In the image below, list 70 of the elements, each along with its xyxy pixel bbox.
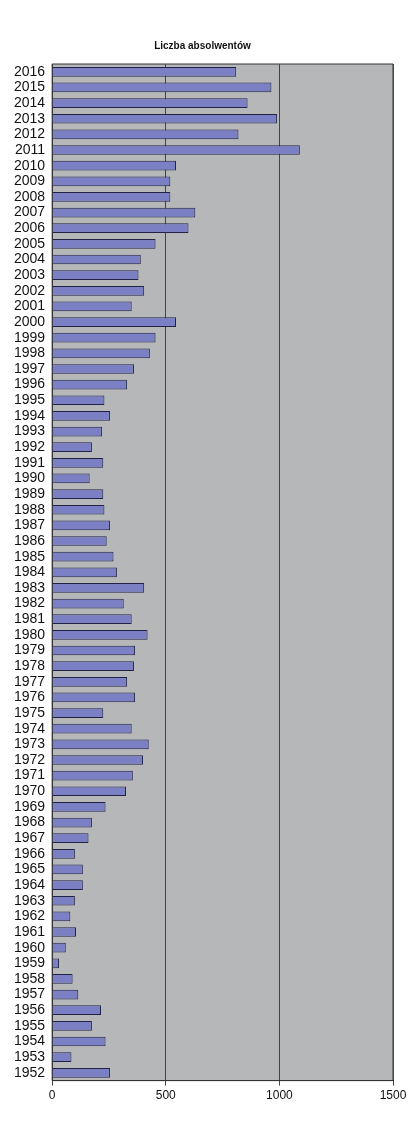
y-tick-label: 1973 — [13, 735, 46, 752]
x-tick-label: 1000 — [266, 1088, 294, 1103]
y-tick-label: 2005 — [13, 234, 46, 251]
y-tick-label: 1959 — [13, 954, 46, 971]
y-tick-label: 2002 — [13, 281, 46, 298]
y-tick-label: 1978 — [13, 657, 46, 673]
y-tick-label: 1965 — [13, 860, 46, 877]
y-tick-label: 1957 — [13, 985, 46, 1002]
y-tick-label: 2001 — [13, 297, 46, 314]
y-tick-label: 2010 — [13, 156, 46, 173]
y-tick-label: 2006 — [13, 219, 46, 236]
y-tick-label: 2014 — [13, 93, 46, 110]
y-tick-label: 2003 — [13, 266, 46, 282]
y-tick-label: 1952 — [13, 1063, 46, 1080]
y-tick-label: 2015 — [13, 78, 46, 95]
y-tick-label: 1990 — [13, 469, 46, 486]
y-tick-label: 1980 — [13, 625, 46, 642]
y-tick-label: 1979 — [13, 641, 46, 658]
x-tick-label: 0 — [48, 1088, 56, 1103]
y-tick-label: 1966 — [13, 844, 46, 861]
y-tick-label: 2004 — [13, 250, 46, 267]
y-tick-label: 1999 — [13, 328, 46, 345]
y-tick-label: 1967 — [13, 829, 46, 846]
y-tick-label: 2016 — [13, 62, 46, 79]
y-tick-label: 1963 — [13, 891, 46, 908]
y-tick-label: 1994 — [13, 406, 46, 423]
y-tick-label: 1997 — [13, 359, 46, 376]
x-tick-label: 1500 — [379, 1088, 407, 1103]
y-tick-label: 1954 — [13, 1032, 46, 1049]
y-tick-label: 1996 — [13, 375, 46, 392]
y-tick-label: 2008 — [13, 187, 46, 204]
y-tick-label: 2009 — [13, 172, 46, 189]
y-tick-label: 1964 — [13, 875, 46, 892]
y-tick-label: 1972 — [13, 750, 46, 767]
y-tick-label: 2012 — [13, 125, 46, 142]
y-tick-label: 1985 — [13, 547, 46, 564]
y-tick-label: 1974 — [13, 719, 46, 736]
y-tick-label: 1958 — [13, 969, 46, 986]
y-tick-label: 1988 — [13, 500, 46, 517]
y-tick-label: 1987 — [13, 516, 46, 533]
y-tick-label: 1960 — [13, 938, 46, 955]
y-tick-label: 1969 — [13, 797, 46, 814]
y-tick-label: 1984 — [13, 563, 46, 580]
y-tick-label: 1986 — [13, 531, 46, 548]
y-tick-label: 1981 — [13, 610, 46, 627]
chart-title: Liczba absolwentów — [154, 39, 252, 51]
y-tick-label: 1995 — [13, 391, 46, 408]
y-tick-label: 1989 — [13, 484, 46, 501]
y-tick-label: 1971 — [13, 766, 46, 783]
y-tick-label: 1976 — [13, 688, 46, 705]
y-tick-label: 1991 — [13, 453, 46, 470]
y-tick-label: 1992 — [13, 438, 46, 455]
y-tick-label: 2011 — [15, 140, 46, 157]
y-tick-label: 1962 — [13, 907, 46, 924]
y-tick-label: 1998 — [13, 344, 46, 361]
y-tick-label: 1983 — [13, 578, 46, 595]
y-tick-label: 1961 — [13, 922, 46, 939]
y-tick-label: 1955 — [13, 1016, 46, 1033]
y-tick-label: 2007 — [13, 203, 46, 220]
y-tick-label: 1970 — [13, 782, 46, 799]
y-tick-label: 2013 — [13, 109, 46, 126]
y-tick-label: 1993 — [13, 422, 46, 439]
y-tick-label: 1977 — [13, 672, 46, 689]
y-tick-label: 1982 — [13, 594, 46, 611]
y-tick-label: 1968 — [13, 813, 46, 830]
y-tick-label: 1975 — [13, 703, 46, 720]
y-tick-label: 1956 — [13, 1001, 46, 1018]
x-tick-label: 500 — [155, 1088, 177, 1103]
y-tick-label: 1953 — [13, 1048, 46, 1064]
y-tick-label: 2000 — [13, 312, 46, 329]
